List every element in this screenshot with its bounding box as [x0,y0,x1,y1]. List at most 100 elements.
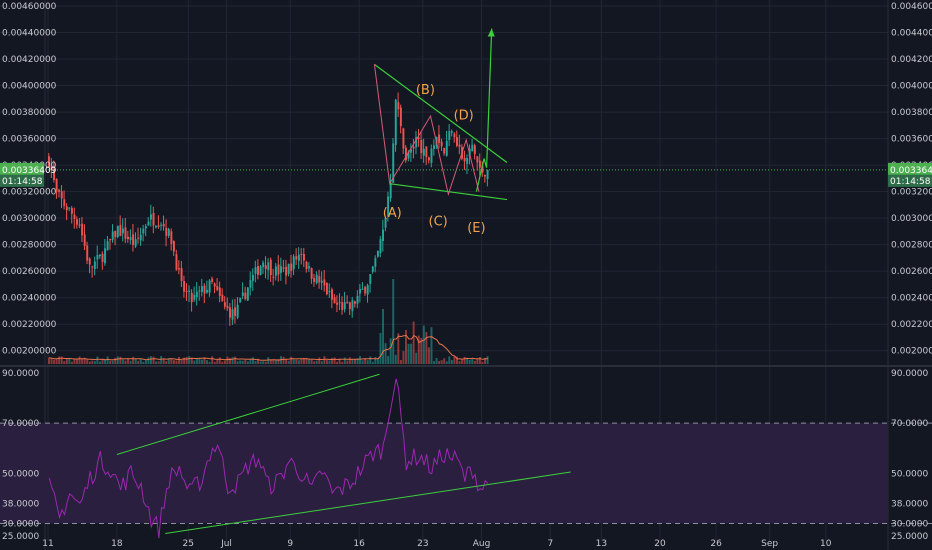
candle[interactable] [269,259,272,276]
candle[interactable] [445,140,448,156]
candle[interactable] [134,239,137,247]
candle[interactable] [417,137,420,139]
candle[interactable] [346,301,349,303]
candle[interactable] [185,290,188,292]
candle[interactable] [231,309,234,320]
candle[interactable] [310,268,313,279]
candle[interactable] [150,214,152,220]
candle[interactable] [236,304,239,318]
candle[interactable] [331,289,333,300]
candle[interactable] [203,285,206,294]
candle[interactable] [78,224,81,226]
candle[interactable] [382,229,384,241]
candle[interactable] [119,224,122,236]
candle[interactable] [172,241,175,252]
candle[interactable] [155,225,158,228]
candle[interactable] [374,258,377,267]
candle[interactable] [341,302,344,311]
candle[interactable] [476,156,479,163]
candle[interactable] [463,157,466,162]
candle[interactable] [68,207,71,209]
candle[interactable] [152,213,155,226]
candle[interactable] [249,280,252,288]
candle[interactable] [336,302,339,305]
candle[interactable] [132,234,135,245]
candle[interactable] [458,144,461,147]
candle[interactable] [328,290,331,293]
candle[interactable] [183,280,186,292]
candle[interactable] [144,226,147,229]
candle[interactable] [104,248,107,264]
candle[interactable] [448,131,451,140]
candle[interactable] [116,225,119,238]
candle[interactable] [397,102,400,110]
candle[interactable] [407,152,410,159]
candle[interactable] [48,156,50,166]
candle[interactable] [63,199,66,206]
rsi-line[interactable] [48,378,489,539]
candle[interactable] [165,227,168,236]
candle[interactable] [70,208,73,214]
candle[interactable] [93,261,96,270]
candle[interactable] [86,245,89,261]
candle[interactable] [318,276,321,283]
candle[interactable] [198,290,201,292]
candle[interactable] [162,223,165,227]
candle[interactable] [53,169,56,180]
candle[interactable] [320,280,323,283]
candle[interactable] [361,288,364,290]
candle[interactable] [325,282,328,295]
candle[interactable] [300,254,303,256]
candle[interactable] [246,287,249,301]
candle[interactable] [371,266,374,272]
candle[interactable] [190,292,193,303]
candle[interactable] [422,148,425,156]
candle[interactable] [218,287,221,296]
candle[interactable] [412,146,415,149]
candle[interactable] [399,107,402,127]
candle[interactable] [456,137,458,146]
candle[interactable] [111,231,114,240]
candle[interactable] [60,191,63,199]
candle[interactable] [356,295,359,304]
candle[interactable] [65,206,68,211]
candle[interactable] [392,143,395,183]
candle[interactable] [139,234,142,241]
candle[interactable] [216,286,219,290]
candle[interactable] [109,238,112,241]
candle[interactable] [292,256,295,270]
candle[interactable] [450,131,453,133]
candle[interactable] [290,263,293,271]
candle[interactable] [484,174,486,177]
candle[interactable] [129,237,132,240]
candle[interactable] [91,266,94,268]
candle[interactable] [387,196,390,216]
candle[interactable] [308,266,311,269]
candle[interactable] [114,231,117,238]
candle[interactable] [384,218,387,228]
candle[interactable] [96,254,99,260]
candle[interactable] [208,280,211,293]
candle[interactable] [262,262,265,268]
rsi-panel[interactable] [48,373,571,539]
candle[interactable] [323,279,326,286]
candle[interactable] [147,221,150,226]
candle[interactable] [438,134,441,143]
candle[interactable] [376,250,379,257]
candle[interactable] [453,133,456,138]
candle[interactable] [99,254,101,257]
candle[interactable] [471,144,474,152]
candle[interactable] [420,139,423,154]
candle[interactable] [201,286,203,292]
candle[interactable] [137,237,140,239]
candle[interactable] [430,148,433,163]
candle[interactable] [106,241,109,251]
candle[interactable] [121,228,124,234]
candle[interactable] [427,157,430,161]
candle[interactable] [351,300,354,312]
candle[interactable] [157,225,160,227]
candle[interactable] [410,149,413,153]
candle[interactable] [167,229,170,236]
candle[interactable] [257,265,260,275]
candle[interactable] [354,301,356,304]
